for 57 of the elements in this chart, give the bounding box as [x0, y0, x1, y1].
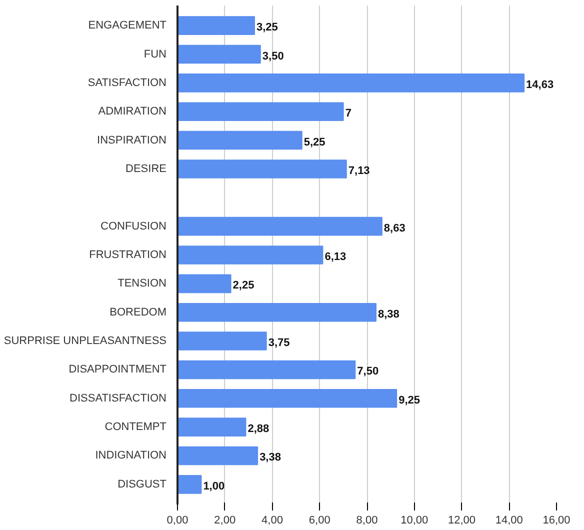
- data-label: 3,25: [256, 22, 278, 34]
- y-tick-label: CONFUSION: [100, 220, 167, 232]
- x-tick-label: 8,00: [356, 514, 378, 526]
- y-tick-label: DISAPPOINTMENT: [68, 364, 167, 376]
- y-tick-label: SATISFACTION: [88, 76, 167, 89]
- bar: [178, 302, 376, 322]
- y-tick-label: FRUSTRATION: [89, 249, 167, 261]
- data-label: 5,25: [304, 136, 326, 148]
- x-tick-label: 2,00: [214, 514, 236, 526]
- x-tick-label: 6,00: [308, 514, 330, 526]
- bar: [178, 274, 232, 294]
- x-tick-label: 0,00: [166, 514, 188, 526]
- bar: [178, 130, 302, 150]
- y-tick-label: DISGUST: [118, 478, 167, 490]
- bar: [178, 475, 202, 494]
- bar: [178, 446, 258, 466]
- data-label: 2,88: [248, 423, 270, 436]
- y-tick-label: BOREDOM: [110, 306, 167, 318]
- data-label: 1,00: [203, 480, 225, 492]
- data-label: 9,25: [398, 394, 420, 406]
- bar: [178, 360, 356, 380]
- x-tick-label: 10,00: [400, 514, 428, 526]
- x-tick-label: 4,00: [262, 514, 283, 526]
- y-tick-label: INDIGNATION: [95, 450, 167, 462]
- y-tick-label: ADMIRATION: [98, 106, 167, 118]
- data-label: 6,13: [324, 251, 346, 263]
- bar: [178, 246, 324, 264]
- y-tick-label: ENGAGEMENT: [88, 20, 167, 32]
- data-label: 3,38: [260, 452, 281, 464]
- y-tick-label: FUN: [144, 48, 167, 60]
- bar: [178, 74, 525, 92]
- data-label: 7,50: [357, 366, 379, 378]
- y-tick-label: DESIRE: [126, 162, 167, 175]
- data-label: 8,38: [378, 308, 400, 320]
- bar: [178, 332, 267, 350]
- x-tick-label: 14,00: [495, 514, 523, 526]
- data-label: 8,63: [384, 222, 406, 234]
- data-label: 14,63: [526, 78, 554, 91]
- bar: [178, 160, 347, 178]
- bar: [178, 418, 246, 436]
- bar: [178, 44, 261, 64]
- y-tick-label: DISSATISFACTION: [70, 392, 167, 404]
- bar: [178, 216, 382, 236]
- data-label: 2,25: [232, 280, 254, 292]
- bar: [178, 16, 255, 35]
- bar: [178, 389, 398, 408]
- data-label: 7,13: [348, 164, 370, 177]
- bar: [178, 102, 344, 121]
- x-tick-label: 16,00: [542, 514, 570, 526]
- data-label: 7: [345, 108, 352, 120]
- x-tick-label: 12,00: [448, 514, 476, 526]
- data-label: 3,50: [262, 50, 284, 62]
- y-tick-label: CONTEMPT: [104, 421, 167, 434]
- y-tick-label: SURPRISE UNPLEASANTNESS: [4, 335, 167, 348]
- y-tick-label: INSPIRATION: [97, 134, 167, 146]
- y-tick-label: TENSION: [118, 278, 167, 290]
- data-label: 3,75: [268, 337, 290, 350]
